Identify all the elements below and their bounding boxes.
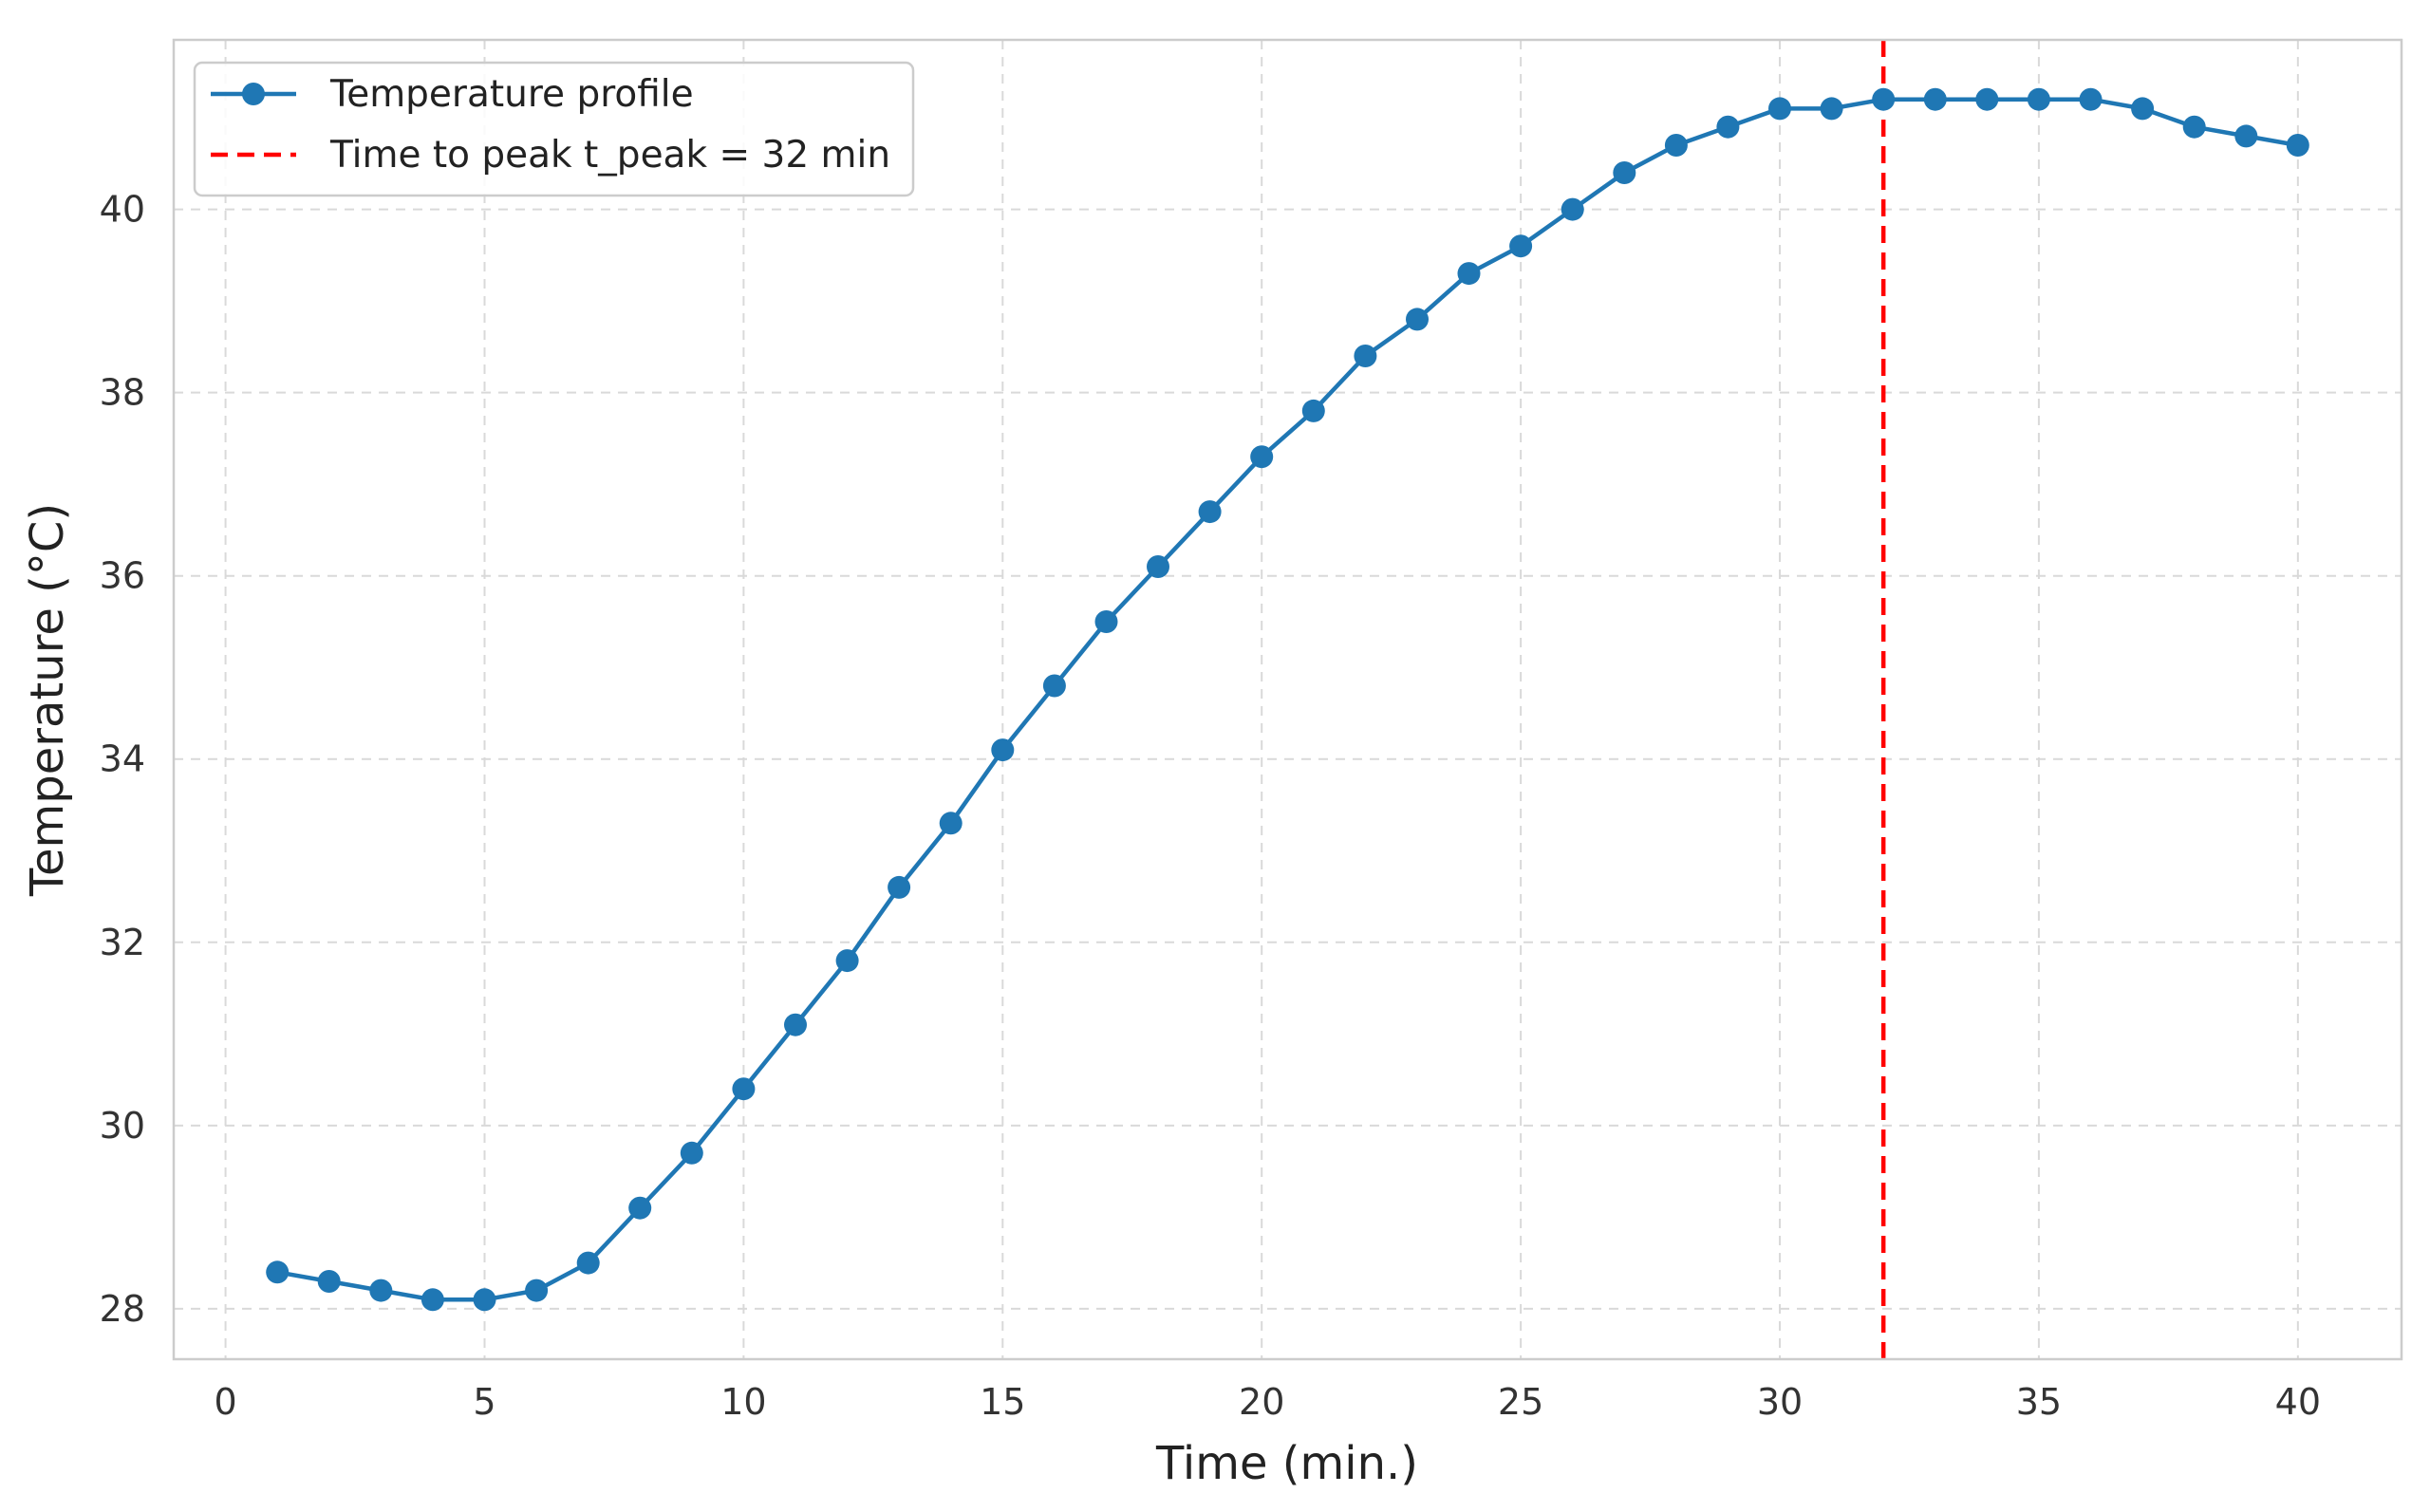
data-point: [835, 949, 859, 973]
data-series: [266, 87, 2309, 1312]
data-point: [525, 1279, 549, 1302]
x-tick-label: 5: [473, 1381, 495, 1423]
legend: Temperature profile Time to peak t_peak …: [193, 61, 915, 197]
data-point: [1509, 234, 1533, 258]
data-point: [1716, 115, 1740, 139]
data-point: [1664, 134, 1688, 157]
data-point: [732, 1077, 756, 1101]
data-point: [680, 1141, 703, 1165]
data-point: [2234, 124, 2258, 148]
data-point: [1457, 262, 1481, 286]
legend-label-temperature: Temperature profile: [329, 73, 694, 116]
data-point: [939, 812, 963, 835]
data-point: [1768, 97, 1791, 121]
data-point: [1923, 87, 1947, 111]
x-axis-title: Time (min.): [1155, 1437, 1418, 1490]
legend-box: [193, 61, 915, 197]
data-point: [317, 1270, 341, 1293]
grid: [174, 40, 2402, 1359]
x-tick-label: 40: [2275, 1381, 2321, 1423]
data-point: [888, 875, 911, 899]
data-point: [369, 1279, 393, 1302]
y-tick-label: 36: [100, 555, 145, 597]
data-point: [576, 1251, 600, 1275]
data-point: [1561, 197, 1584, 221]
y-tick-label: 28: [100, 1288, 145, 1330]
data-point: [1198, 500, 1222, 524]
series-line: [274, 97, 2301, 1302]
data-point: [1975, 87, 1999, 111]
data-point: [1301, 399, 1325, 422]
data-point: [1147, 555, 1169, 578]
data-point: [2182, 115, 2206, 139]
y-tick-label: 32: [100, 922, 145, 963]
plot-frame: [172, 38, 2403, 1361]
data-point: [473, 1288, 496, 1312]
data-point: [1406, 308, 1429, 331]
data-point: [1094, 610, 1118, 633]
data-point: [266, 1260, 290, 1284]
data-point: [784, 1013, 807, 1036]
data-point: [628, 1196, 652, 1220]
data-point: [1872, 87, 1896, 111]
data-point: [2286, 134, 2309, 157]
legend-label-peak: Time to peak t_peak = 32 min: [329, 134, 890, 177]
data-point: [2131, 97, 2155, 121]
x-tick-label: 35: [2016, 1381, 2062, 1423]
y-axis-title: Temperature (°C): [21, 503, 74, 897]
data-point: [1042, 674, 1066, 698]
data-point: [1354, 345, 1377, 367]
x-tick-label: 0: [214, 1381, 236, 1423]
data-point: [1250, 445, 1274, 469]
data-point: [1613, 161, 1636, 184]
x-tick-label: 20: [1239, 1381, 1284, 1423]
data-point: [2027, 87, 2050, 111]
data-point: [421, 1288, 444, 1312]
data-point: [2079, 87, 2103, 111]
x-tick-label: 15: [980, 1381, 1025, 1423]
tick-labels: 0 5 10 15 20 25 30 35 40 28 30 32 34 36 38 40: [100, 189, 2321, 1423]
x-tick-label: 25: [1498, 1381, 1543, 1423]
y-tick-label: 40: [100, 189, 145, 231]
data-point: [991, 738, 1015, 762]
y-tick-label: 30: [100, 1105, 145, 1147]
legend-marker-temperature: [242, 83, 265, 105]
x-tick-label: 10: [720, 1381, 766, 1423]
y-tick-label: 38: [100, 372, 145, 414]
data-point: [1820, 97, 1843, 121]
y-tick-label: 34: [100, 738, 145, 780]
x-tick-label: 30: [1757, 1381, 1803, 1423]
